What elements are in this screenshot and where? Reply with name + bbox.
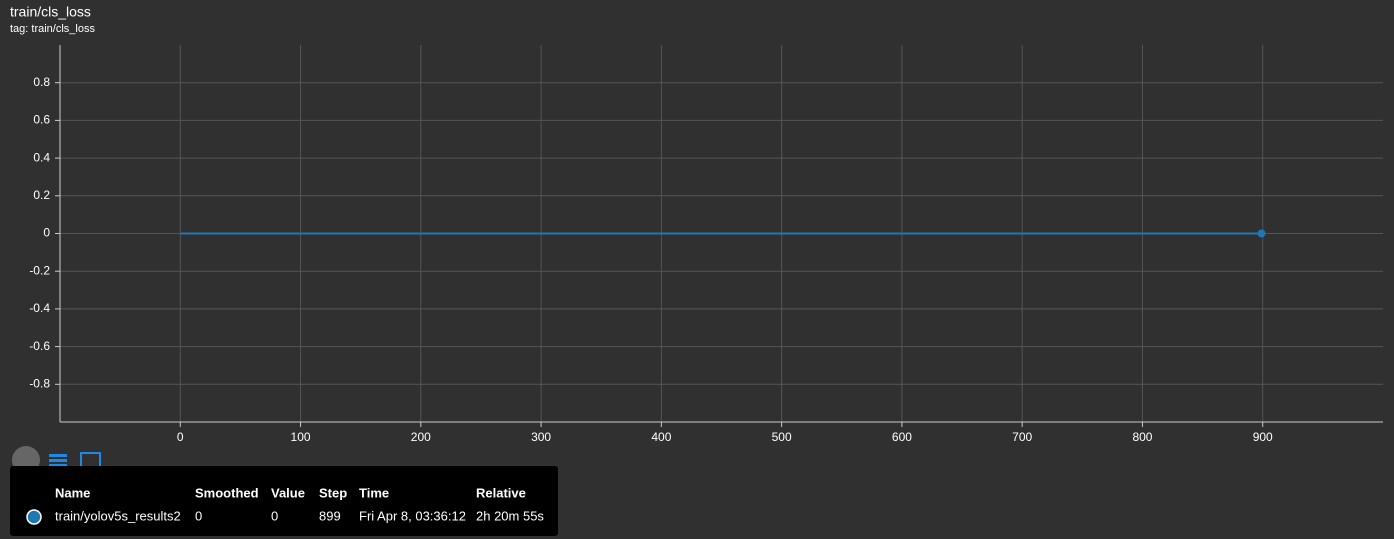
- x-tick-label: 500: [772, 430, 792, 444]
- y-tick-label: -0.2: [29, 263, 50, 277]
- tooltip-header: Relative: [476, 485, 526, 500]
- hover-point: [1257, 229, 1266, 238]
- x-tick-label: 700: [1012, 430, 1032, 444]
- list-icon[interactable]: [49, 454, 67, 467]
- legend-swatch: [26, 509, 42, 525]
- x-tick-label: 300: [531, 430, 551, 444]
- y-tick-label: -0.8: [29, 376, 50, 390]
- tooltip-cell: 899: [319, 508, 341, 523]
- chart-title: train/cls_loss: [10, 4, 91, 20]
- tooltip-cell: 2h 20m 55s: [476, 508, 544, 523]
- y-tick-label: -0.6: [29, 339, 50, 353]
- y-tick-label: 0.4: [33, 150, 50, 164]
- tooltip-cell: 0: [195, 508, 202, 523]
- chart-subtitle: tag: train/cls_loss: [10, 23, 95, 35]
- y-tick-label: 0.6: [33, 113, 50, 127]
- x-tick-label: 600: [892, 430, 912, 444]
- tooltip-cell: 0: [271, 508, 278, 523]
- tooltip-header: Step: [319, 485, 347, 500]
- tooltip-bg: [10, 466, 558, 536]
- tooltip-cell: Fri Apr 8, 03:36:12: [359, 508, 466, 523]
- expand-icon[interactable]: [80, 452, 101, 469]
- tooltip-cell: train/yolov5s_results2: [55, 508, 181, 523]
- y-tick-label: 0.8: [33, 75, 50, 89]
- plot-area: -0.8 -0.6 -0.4 -0.2 0 0.2 0.4 0.6 0.8 0 100 200 300 4…: [29, 45, 1383, 444]
- x-tick-label: 0: [177, 430, 184, 444]
- tooltip: Name Smoothed Value Step Time Relative train/y…: [10, 466, 558, 536]
- x-tick-label: 400: [651, 430, 671, 444]
- x-tick-label: 800: [1132, 430, 1152, 444]
- y-tick-label: 0.2: [33, 188, 50, 202]
- tooltip-header: Name: [55, 485, 90, 500]
- y-tick-label: 0: [43, 226, 50, 240]
- tooltip-header: Value: [271, 485, 305, 500]
- y-tick-label: -0.4: [29, 301, 50, 315]
- x-tick-label: 200: [411, 430, 431, 444]
- tooltip-header: Time: [359, 485, 389, 500]
- x-tick-label: 100: [291, 430, 311, 444]
- tooltip-header: Smoothed: [195, 485, 259, 500]
- x-tick-label: 900: [1253, 430, 1273, 444]
